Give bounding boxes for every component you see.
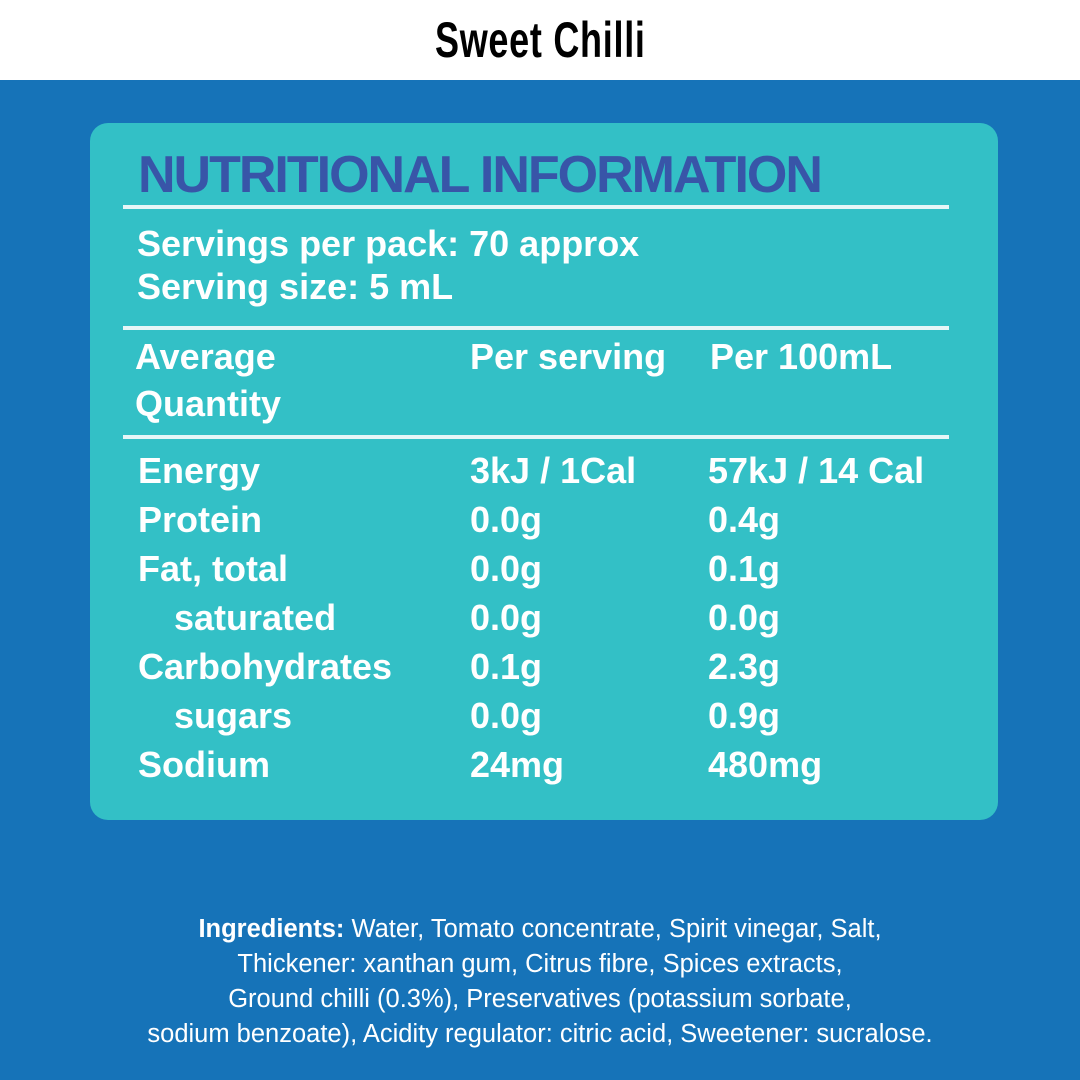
ingredients-line-2: Thickener: xanthan gum, Citrus fibre, Sp… [237, 950, 843, 978]
product-title: Sweet Chilli [434, 12, 646, 68]
nutrition-panel: NUTRITIONAL INFORMATION Servings per pac… [90, 123, 998, 820]
column-header-per-serving: Per serving [470, 336, 667, 377]
nutrient-name: Carbohydrates [138, 646, 393, 687]
per-serving-value: 24mg [470, 744, 565, 785]
serving-size: Serving size: 5 mL [137, 266, 454, 307]
ingredients-line-1: Ingredients: Water, Tomato concentrate, … [40, 912, 1040, 947]
ingredients-line-3: Ground chilli (0.3%), Preservatives (pot… [228, 985, 852, 1013]
divider-top [123, 205, 949, 209]
column-header-quantity: Quantity [135, 383, 282, 424]
per-100ml-value: 480mg [708, 744, 823, 785]
divider-lower [123, 435, 949, 439]
per-serving-value: 0.0g [470, 499, 543, 540]
per-100ml-value: 2.3g [708, 646, 781, 687]
ingredients-line-4: sodium benzoate), Acidity regulator: cit… [147, 1020, 933, 1048]
servings-per-pack: Servings per pack: 70 approx [137, 223, 640, 264]
page-header: Sweet Chilli [0, 0, 1080, 80]
nutrient-name: Protein [138, 499, 263, 540]
per-100ml-value: 57kJ / 14 Cal [708, 450, 925, 491]
nutrient-name: Fat, total [138, 548, 288, 589]
nutrition-panel-title: NUTRITIONAL INFORMATION [138, 146, 823, 204]
nutrient-name: sugars [174, 695, 293, 736]
per-serving-value: 0.0g [470, 597, 543, 638]
per-serving-value: 0.0g [470, 548, 543, 589]
nutrient-name: Energy [138, 450, 261, 491]
per-100ml-value: 0.1g [708, 548, 781, 589]
per-serving-value: 0.1g [470, 646, 543, 687]
divider-middle [123, 326, 949, 330]
nutrient-name: Sodium [138, 744, 270, 785]
column-header-per-100ml: Per 100mL [710, 336, 893, 377]
per-serving-value: 3kJ / 1Cal [470, 450, 637, 491]
ingredients-line-1-text: Water, Tomato concentrate, Spirit vinega… [344, 915, 882, 943]
ingredients-label: Ingredients: [198, 915, 345, 943]
per-100ml-value: 0.4g [708, 499, 781, 540]
per-100ml-value: 0.9g [708, 695, 781, 736]
per-100ml-value: 0.0g [708, 597, 781, 638]
column-header-average: Average [135, 336, 276, 377]
per-serving-value: 0.0g [470, 695, 543, 736]
ingredients-text: Ingredients: Water, Tomato concentrate, … [40, 912, 1040, 1052]
nutrient-name: saturated [174, 597, 337, 638]
